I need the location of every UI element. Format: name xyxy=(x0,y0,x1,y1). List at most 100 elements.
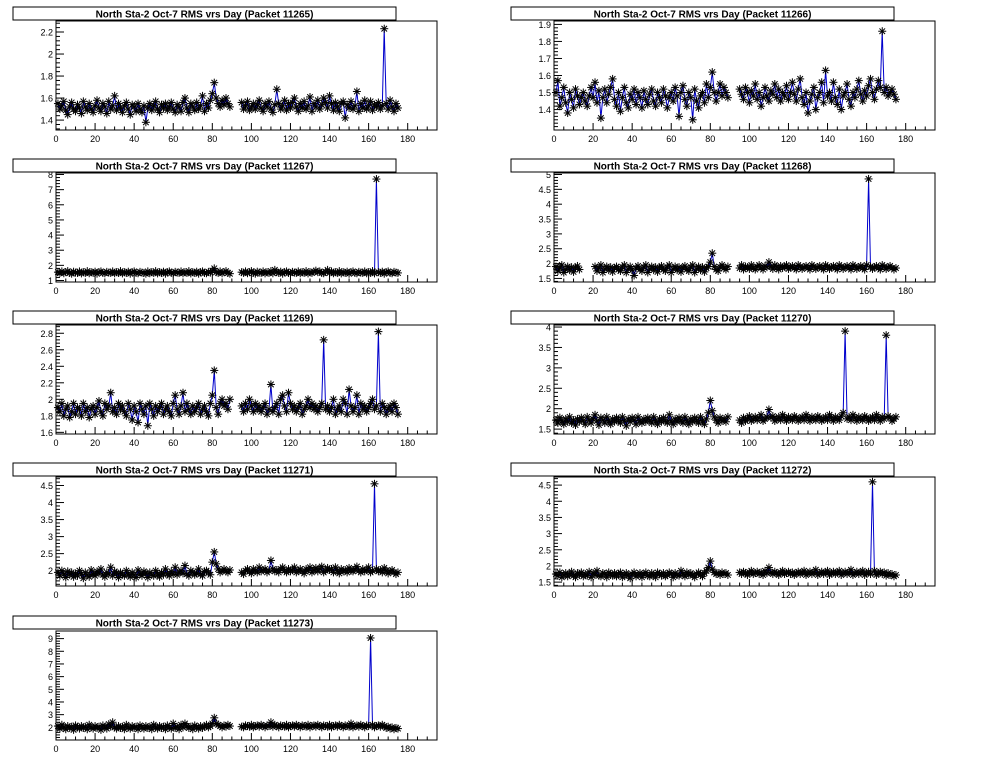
x-tick-label: 140 xyxy=(322,286,337,296)
data-point xyxy=(157,399,166,408)
data-point xyxy=(825,88,834,97)
x-tick-label: 140 xyxy=(322,134,337,144)
x-tick-label: 120 xyxy=(781,590,796,600)
x-tick-label: 120 xyxy=(781,134,796,144)
chart-title: North Sta-2 Oct-7 RMS vrs Day (Packet 11… xyxy=(594,466,812,477)
data-point xyxy=(91,410,100,419)
data-point xyxy=(124,399,133,408)
data-point xyxy=(341,113,350,122)
data-point xyxy=(864,174,873,183)
data-point xyxy=(723,571,732,580)
data-point xyxy=(807,90,816,99)
data-point xyxy=(337,407,346,416)
data-point xyxy=(307,107,316,116)
data-point xyxy=(637,103,646,112)
data-point xyxy=(891,95,900,104)
data-point xyxy=(167,411,176,420)
data-point xyxy=(675,112,684,121)
data-point xyxy=(591,410,600,419)
data-point xyxy=(63,401,72,410)
data-point xyxy=(200,107,209,116)
x-tick-label: 20 xyxy=(588,286,598,296)
data-point xyxy=(790,90,799,99)
x-tick-label: 40 xyxy=(627,134,637,144)
data-point xyxy=(864,81,873,90)
x-tick-label: 160 xyxy=(361,438,376,448)
data-point xyxy=(821,66,830,75)
data-point xyxy=(171,391,180,400)
data-point xyxy=(390,107,399,116)
series-line xyxy=(555,178,897,278)
data-point xyxy=(680,261,689,270)
data-point xyxy=(114,99,123,108)
x-tick-label: 0 xyxy=(53,590,58,600)
data-point xyxy=(282,407,291,416)
data-point xyxy=(210,713,219,722)
chart-panel-6: 0 20 40 60 80 100 120 140 160 180 1.5 2 2.5 3 3.5 4 Nort… xyxy=(510,310,936,448)
data-point xyxy=(180,94,189,103)
y-tick-label: 1.4 xyxy=(40,116,53,126)
data-point xyxy=(591,78,600,87)
data-point xyxy=(653,267,662,276)
y-tick-label: 2.5 xyxy=(40,549,53,559)
data-point xyxy=(891,412,900,421)
data-point xyxy=(198,91,207,100)
x-tick-label: 100 xyxy=(742,286,757,296)
x-tick-label: 20 xyxy=(90,134,100,144)
data-point xyxy=(553,76,562,85)
data-point xyxy=(571,421,580,430)
data-point xyxy=(782,81,791,90)
data-point xyxy=(866,74,875,83)
chart-title-box xyxy=(12,158,397,173)
data-point xyxy=(784,95,793,104)
y-tick-label: 1.4 xyxy=(538,105,551,115)
data-point xyxy=(805,97,814,106)
x-tick-label: 80 xyxy=(207,744,217,754)
y-tick-label: 3.5 xyxy=(538,513,551,523)
data-point xyxy=(393,724,402,733)
data-point xyxy=(723,93,732,102)
plot-frame xyxy=(55,20,438,131)
data-point xyxy=(321,98,330,107)
data-point xyxy=(272,85,281,94)
x-tick-label: 100 xyxy=(244,590,259,600)
x-tick-label: 180 xyxy=(898,134,913,144)
x-tick-label: 0 xyxy=(551,134,556,144)
data-point xyxy=(243,97,252,106)
data-point xyxy=(657,98,666,107)
data-point xyxy=(94,396,103,405)
data-point xyxy=(583,102,592,111)
y-tick-label: 3.5 xyxy=(538,343,551,353)
data-point xyxy=(264,97,273,106)
data-point xyxy=(225,102,234,111)
data-point xyxy=(594,86,603,95)
data-point xyxy=(177,401,186,410)
chart-panel-2: 0 20 40 60 80 100 120 140 160 180 1.4 1.5 1.6 1.7 1.8 1… xyxy=(510,6,936,144)
data-point xyxy=(93,96,102,105)
chart-panel-8: 0 20 40 60 80 100 120 140 160 180 1.5 2 2.5 3 3.5 4 4.5 N… xyxy=(510,462,936,600)
data-point xyxy=(622,421,631,430)
chart-title-box xyxy=(510,6,895,21)
y-tick-label: 4 xyxy=(546,323,551,333)
data-point xyxy=(854,76,863,85)
y-tick-label: 1.5 xyxy=(538,274,551,284)
data-point xyxy=(704,93,713,102)
data-point xyxy=(557,93,566,102)
series-line xyxy=(57,179,398,275)
data-point xyxy=(587,83,596,92)
data-point xyxy=(845,95,854,104)
y-tick-label: 3 xyxy=(546,229,551,239)
data-point xyxy=(872,85,881,94)
chart-title: North Sta-2 Oct-7 RMS vrs Day (Packet 11… xyxy=(594,10,812,21)
data-point xyxy=(739,95,748,104)
data-point xyxy=(130,401,139,410)
x-tick-label: 60 xyxy=(168,438,178,448)
x-tick-label: 60 xyxy=(666,286,676,296)
data-point xyxy=(800,100,809,109)
data-point xyxy=(122,411,131,420)
chart-title: North Sta-2 Oct-7 RMS vrs Day (Packet 11… xyxy=(96,162,314,173)
data-point xyxy=(700,98,709,107)
data-point xyxy=(555,413,564,422)
data-point xyxy=(102,405,111,414)
data-point xyxy=(702,414,711,423)
